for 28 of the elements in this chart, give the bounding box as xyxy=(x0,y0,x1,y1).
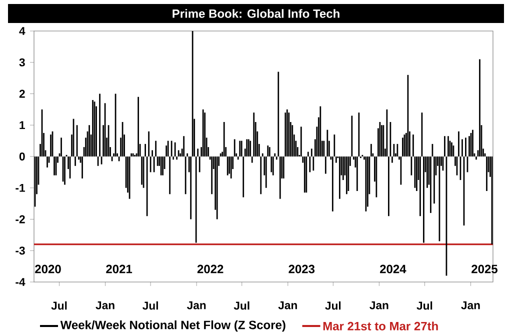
legend-label: Mar 21st to Mar 27th xyxy=(323,322,438,330)
x-tick-label: Jan xyxy=(370,301,388,310)
y-tick-label: 4 xyxy=(19,27,26,35)
y-tick-label: -4 xyxy=(16,278,26,286)
y-tick-label: -1 xyxy=(16,184,25,192)
x2-tick-label: 2022 xyxy=(197,264,224,274)
x2-tick-label: 2024 xyxy=(380,264,406,274)
y-tick-label: 2 xyxy=(19,90,25,98)
legend-label: Week/Week Notional Net Flow (Z Score) xyxy=(60,320,286,332)
x-tick-label: Jul xyxy=(51,301,67,310)
x-tick-label: Jan xyxy=(461,301,480,310)
x2-tick-label: 2021 xyxy=(106,264,132,274)
y-tick-label: -2 xyxy=(16,215,25,224)
y-tick-label: 1 xyxy=(20,121,25,130)
x-tick-label: Jul xyxy=(416,301,432,310)
x2-tick-label: 2020 xyxy=(35,264,61,274)
x2-tick-label: 2025 xyxy=(472,264,498,274)
x-tick-label: Jan xyxy=(96,301,114,310)
y-tick-label: 0 xyxy=(19,152,25,160)
y-tick-label: 3 xyxy=(19,58,25,66)
x2-tick-label: 2023 xyxy=(288,264,315,274)
x-tick-label: Jul xyxy=(142,301,158,310)
y-tick-label: -3 xyxy=(16,246,25,255)
x-tick-label: Jan xyxy=(278,301,297,310)
x-tick-label: Jul xyxy=(325,301,341,310)
x-tick-label: Jul xyxy=(234,301,250,310)
x-tick-label: Jan xyxy=(186,301,206,310)
chart-title: Prime Book: Global Info Tech xyxy=(172,9,340,18)
